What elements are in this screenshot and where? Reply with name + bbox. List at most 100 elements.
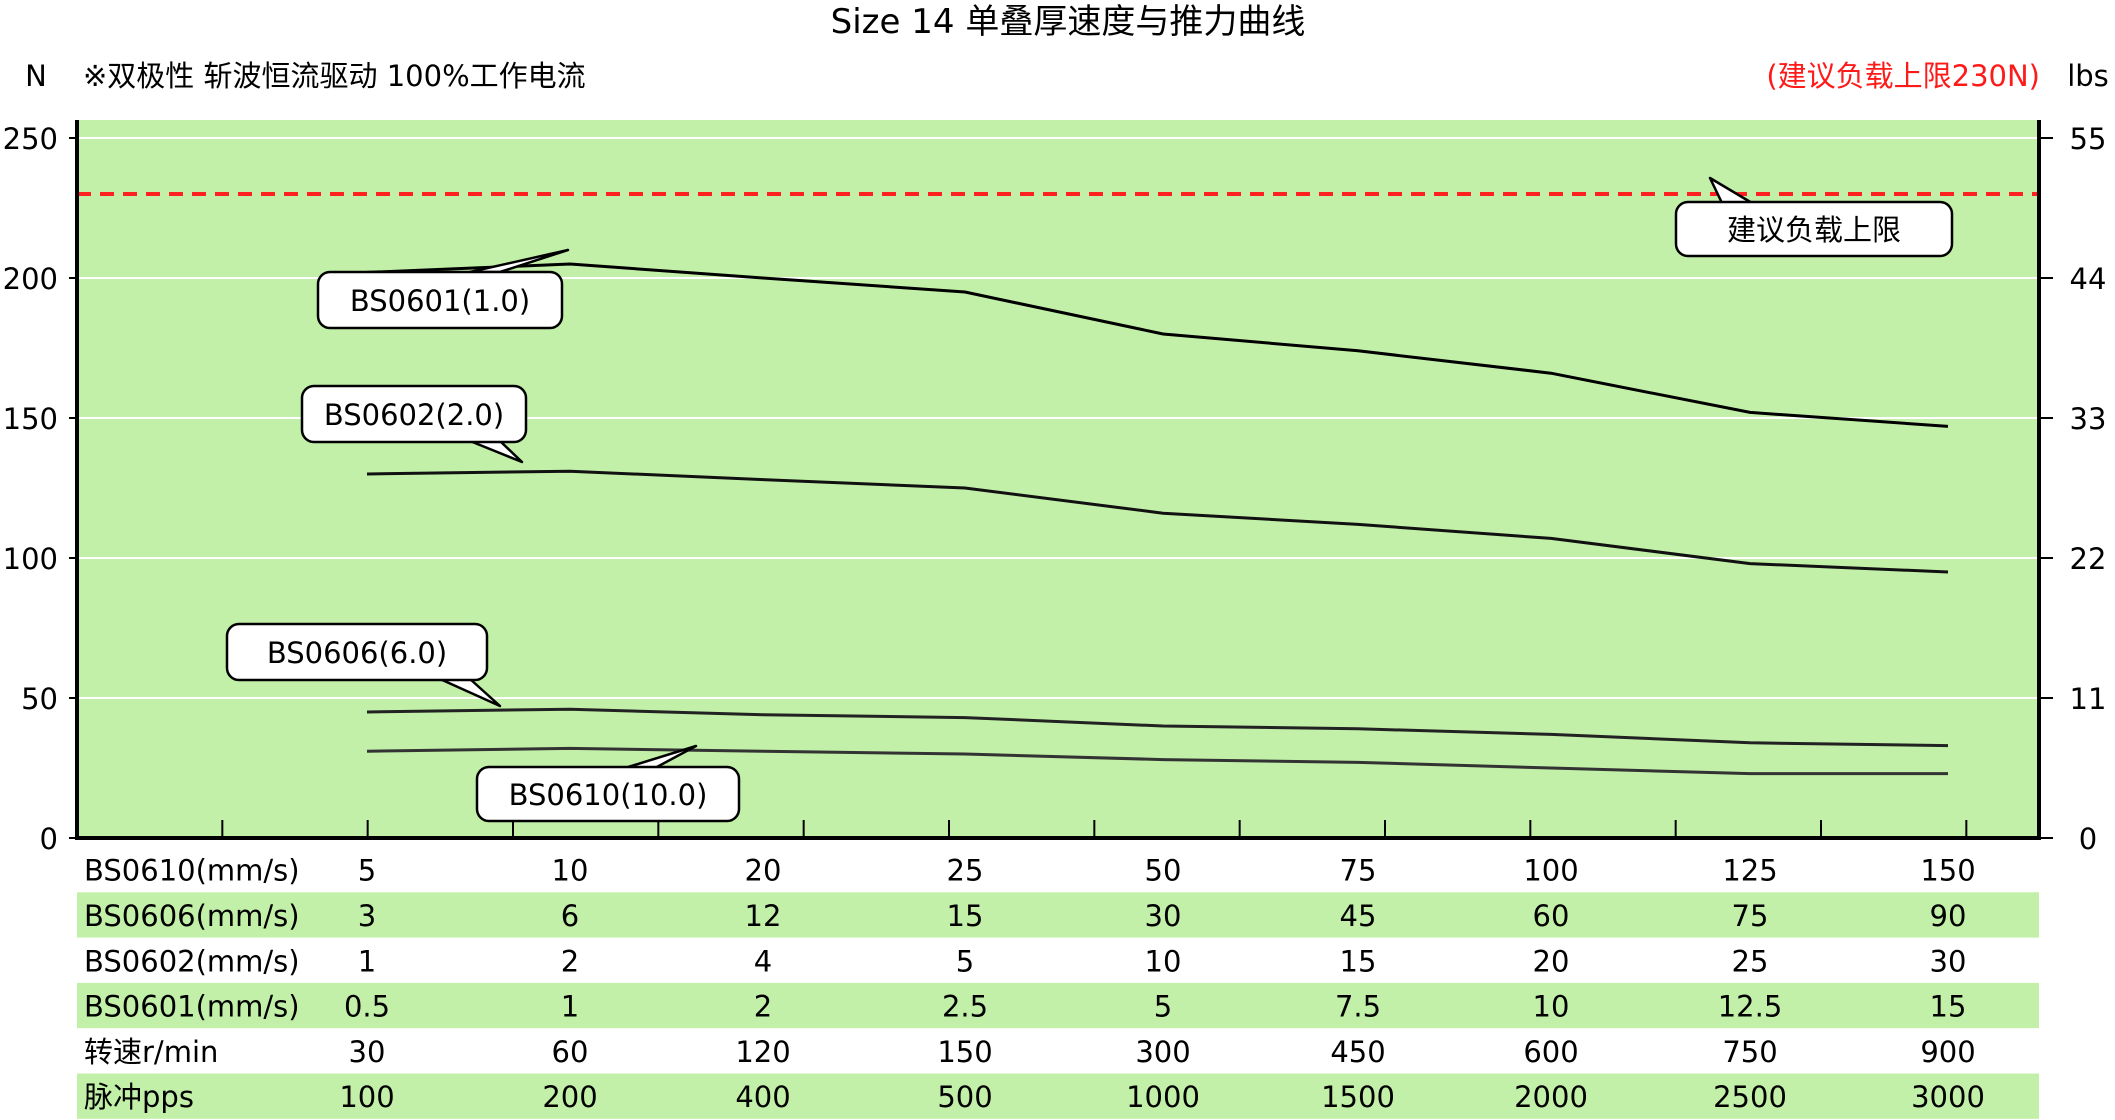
table-cell: 3000: [1911, 1080, 1985, 1114]
table-cell: 3: [358, 899, 376, 933]
y-right-tick-label: 33: [2070, 402, 2107, 436]
table-cell: 10: [552, 854, 589, 888]
callout-load-limit-label: 建议负载上限: [1727, 213, 1901, 247]
table-cell: 10: [1145, 944, 1182, 978]
table-cell: 1500: [1321, 1080, 1395, 1114]
y-tick-label: 250: [3, 122, 58, 156]
callout-bs0601: BS0601(1.0): [316, 248, 570, 330]
table-cell: 15: [1930, 990, 1967, 1024]
callout-bs0610-label: BS0610(10.0): [509, 778, 708, 812]
load-limit-note: (建议负载上限230N): [1766, 59, 2040, 93]
table-cell: 120: [735, 1035, 790, 1069]
table-cell: 500: [937, 1080, 992, 1114]
axis-ticks: 0 0 50 11 100 22 150 33 200 44 250 55: [3, 122, 2107, 856]
table-cell: 150: [1920, 854, 1975, 888]
table-row-label: BS0610(mm/s): [84, 854, 300, 888]
table-row-label: BS0601(mm/s): [84, 990, 300, 1024]
y-right-tick-label: 0: [2079, 822, 2097, 856]
table-row-label: 转速r/min: [84, 1035, 218, 1069]
callout-bs0606-label: BS0606(6.0): [267, 636, 447, 670]
table-cell: 100: [1523, 854, 1578, 888]
table-cell: 100: [339, 1080, 394, 1114]
y-right-tick-label: 55: [2070, 122, 2107, 156]
table-row-label: BS0602(mm/s): [84, 944, 300, 978]
table-cell: 200: [542, 1080, 597, 1114]
callout-bs0601-box: [316, 270, 564, 330]
table-row-label: BS0606(mm/s): [84, 899, 300, 933]
series-line-4: [366, 746, 1948, 776]
callout-bs0606: BS0606(6.0): [225, 622, 502, 708]
table-cell: 2: [754, 990, 772, 1024]
table-cell: 600: [1523, 1035, 1578, 1069]
callout-load-limit-box: [1674, 200, 1954, 258]
table-cell: 150: [937, 1035, 992, 1069]
y-tick-label: 150: [3, 402, 58, 436]
table-cell: 300: [1135, 1035, 1190, 1069]
table-cell: 60: [1533, 899, 1570, 933]
callout-bs0610: BS0610(10.0): [475, 744, 741, 823]
chart-title: Size 14 单叠厚速度与推力曲线: [831, 2, 1306, 42]
table-cell: 1: [358, 944, 376, 978]
chart-subtitle: ※双极性 斩波恒流驱动 100%工作电流: [83, 59, 586, 93]
table-cell: 1000: [1126, 1080, 1200, 1114]
table-cell: 12: [745, 899, 782, 933]
callout-bs0602: BS0602(2.0): [300, 384, 528, 464]
series-lines: [77, 192, 2039, 776]
callout-bs0602-box: [300, 384, 528, 444]
callout-bs0610-box: [475, 765, 741, 823]
table-cell: 6: [561, 899, 579, 933]
table-cell: 2: [561, 944, 579, 978]
table-cell: 0.5: [344, 990, 390, 1024]
table-cell: 400: [735, 1080, 790, 1114]
table-row-band: [77, 892, 2039, 938]
table-cell: 60: [552, 1035, 589, 1069]
table-cell: 50: [1145, 854, 1182, 888]
table-cell: 10: [1533, 990, 1570, 1024]
y-tick-label: 0: [40, 822, 58, 856]
table-cell: 450: [1330, 1035, 1385, 1069]
table-cell: 2000: [1514, 1080, 1588, 1114]
table-row-band: [77, 982, 2039, 1029]
table-cell: 1: [561, 990, 579, 1024]
table-cell: 20: [745, 854, 782, 888]
callout-bs0602-label: BS0602(2.0): [324, 398, 504, 432]
table-row-band: [77, 1073, 2039, 1119]
series-line-2: [366, 469, 1949, 574]
left-axis-unit: N: [25, 59, 47, 93]
series-callouts: BS0601(1.0) BS0602(2.0) BS0606(6.0) BS0610(…: [225, 176, 1954, 823]
axes: [75, 120, 2041, 840]
table-cell: 750: [1722, 1035, 1777, 1069]
table-cell: 25: [1732, 944, 1769, 978]
y-tick-label: 50: [21, 682, 58, 716]
table-cell: 900: [1920, 1035, 1975, 1069]
table-cell: 4: [754, 944, 772, 978]
series-line-3: [366, 707, 1949, 748]
table-row-label: 脉冲pps: [84, 1080, 194, 1114]
callout-bs0606-box: [225, 622, 489, 682]
table-cell: 30: [1930, 944, 1967, 978]
series-line-1: [366, 262, 1949, 428]
table-cell: 5: [1154, 990, 1172, 1024]
y-right-tick-label: 11: [2070, 682, 2107, 716]
table-cell: 125: [1722, 854, 1777, 888]
callout-bs0601-label: BS0601(1.0): [350, 284, 530, 318]
y-tick-label: 200: [3, 262, 58, 296]
y-tick-label: 100: [3, 542, 58, 576]
table-cell: 45: [1340, 899, 1377, 933]
table-cell: 7.5: [1335, 990, 1381, 1024]
callout-load-limit: 建议负载上限: [1674, 176, 1954, 258]
table-cell: 12.5: [1718, 990, 1783, 1024]
table-cell: 75: [1732, 899, 1769, 933]
table-cell: 30: [349, 1035, 386, 1069]
table-cell: 2.5: [942, 990, 988, 1024]
y-right-tick-label: 22: [2070, 542, 2107, 576]
y-right-tick-label: 44: [2070, 262, 2107, 296]
table-cell: 25: [947, 854, 984, 888]
table-cell: 5: [358, 854, 376, 888]
table-cell: 20: [1533, 944, 1570, 978]
table-cell: 15: [1340, 944, 1377, 978]
right-axis-unit: lbs: [2067, 59, 2109, 93]
table-cell: 2500: [1713, 1080, 1787, 1114]
table-cell: 75: [1340, 854, 1377, 888]
